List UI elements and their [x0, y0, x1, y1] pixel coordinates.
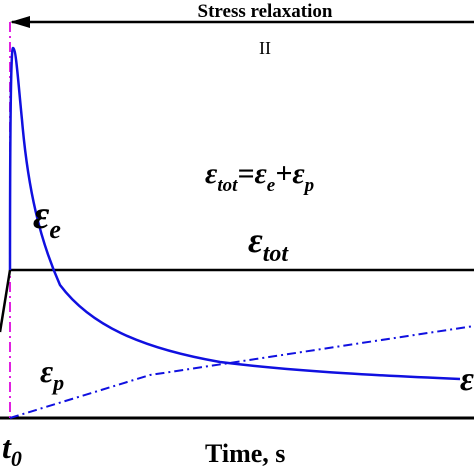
elastic-label: εe: [33, 192, 61, 244]
total-label: εtot: [248, 220, 289, 267]
equation: εtot=εe+εp: [205, 157, 314, 196]
stage-label: II: [259, 38, 271, 58]
origin-label: t0: [2, 429, 22, 471]
arrow-head: [10, 16, 30, 28]
plastic-strain-curve: [9, 325, 474, 419]
title: Stress relaxation: [198, 1, 333, 22]
elastic-strain-curve: [8, 46, 461, 381]
plastic-label: εp: [40, 353, 64, 395]
x-axis-label: Time, s: [205, 439, 285, 468]
edge-label: ε: [460, 361, 474, 398]
loading-line: [0, 269, 12, 333]
